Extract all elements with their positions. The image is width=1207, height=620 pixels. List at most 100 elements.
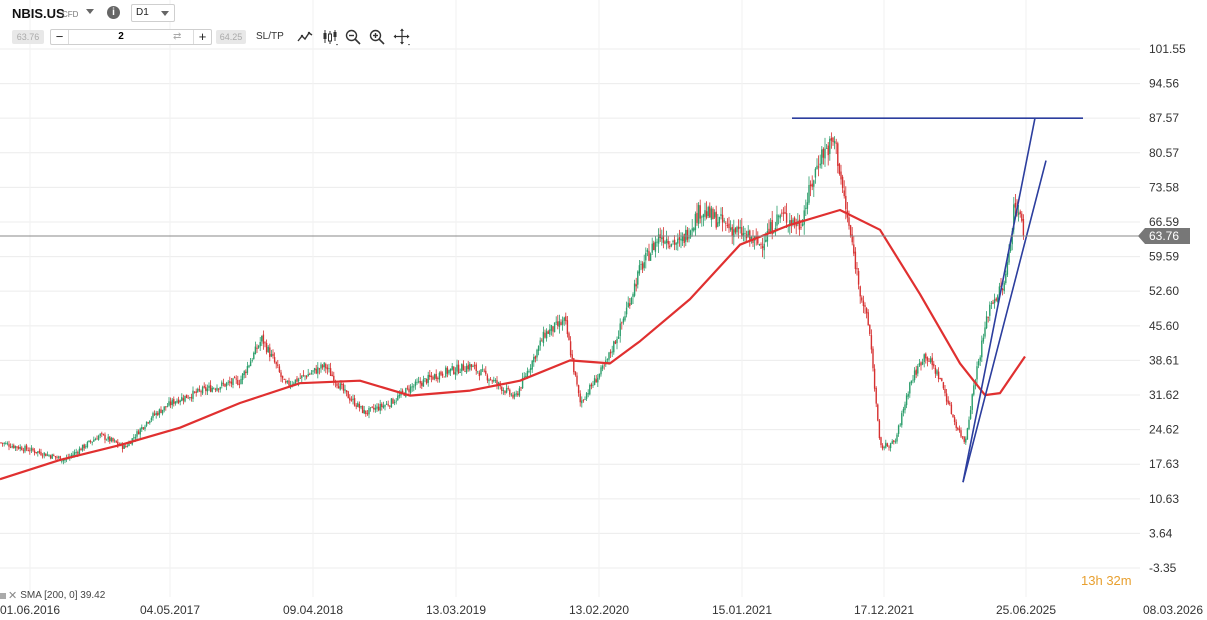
candle-body: [232, 378, 234, 385]
crosshair-icon[interactable]: [393, 28, 411, 46]
sl-tp-button[interactable]: SL/TP: [256, 31, 284, 42]
candlestick-icon[interactable]: [321, 28, 339, 46]
candle-body: [952, 414, 954, 418]
candle-body: [245, 371, 247, 374]
ask-price-box[interactable]: 64.25: [216, 30, 246, 44]
timeframe-select[interactable]: D1: [131, 4, 175, 22]
candle-body: [361, 405, 364, 413]
zoom-out-icon[interactable]: [344, 28, 362, 46]
candle-body: [653, 242, 655, 251]
drawings-layer[interactable]: [792, 117, 1083, 483]
candle-body: [913, 370, 916, 381]
candle-body: [406, 387, 409, 389]
candle-body: [784, 211, 786, 214]
candle-body: [619, 323, 621, 337]
candle-body: [707, 207, 709, 217]
candle-body: [941, 378, 943, 382]
candle-body: [81, 444, 84, 451]
candle-body: [176, 400, 178, 403]
candle-body: [112, 437, 114, 442]
candle-body: [181, 397, 183, 401]
symbol-dropdown-icon[interactable]: [86, 9, 94, 14]
candle-body: [248, 365, 250, 368]
sma-legend[interactable]: ✕ SMA [200, 0] 39.42: [0, 589, 105, 602]
candle-body: [699, 205, 701, 219]
candle-body: [451, 366, 453, 370]
current-price-tag: [1138, 227, 1190, 244]
timeframe-value: D1: [136, 7, 149, 18]
timer-hours-unit: h: [1095, 573, 1103, 588]
candle-body: [577, 385, 580, 394]
candle-body: [801, 224, 804, 226]
candle-body: [309, 373, 311, 375]
price-tick-label: -3.35: [1149, 561, 1177, 575]
candle-body: [867, 312, 869, 326]
candle-body: [483, 370, 485, 372]
candle-body: [454, 372, 457, 375]
candle-body: [635, 284, 637, 287]
candle-body: [672, 241, 674, 242]
candle-body: [217, 388, 220, 390]
candle-body: [654, 241, 657, 252]
candle-body: [353, 398, 356, 406]
price-tick-label: 3.64: [1149, 526, 1173, 540]
candle-body: [614, 341, 617, 344]
candle-body: [747, 230, 749, 237]
candle-body: [942, 382, 945, 389]
candle-body: [366, 413, 369, 415]
info-icon[interactable]: i: [107, 6, 120, 19]
candle-body: [5, 443, 7, 444]
candle-body: [73, 452, 76, 455]
candle-body: [965, 438, 967, 443]
candle-body: [163, 406, 165, 411]
candle-body: [928, 361, 930, 362]
price-tick-label: 94.56: [1149, 77, 1179, 91]
candle-body: [80, 448, 82, 451]
candle-body: [1008, 251, 1010, 263]
candle-body: [798, 219, 801, 230]
candle-body: [587, 393, 589, 395]
candle-body: [849, 225, 852, 237]
candle-body: [422, 379, 425, 387]
candle-body: [288, 380, 290, 386]
symbol-name[interactable]: NBIS.US: [12, 6, 65, 21]
decrease-button[interactable]: −: [51, 30, 69, 44]
close-icon[interactable]: ✕: [8, 590, 18, 602]
candle-body: [541, 340, 543, 342]
swap-icon[interactable]: ⇄: [173, 31, 182, 42]
bid-price-box[interactable]: 63.76: [12, 30, 44, 44]
candle-body: [776, 214, 778, 226]
candle-body: [529, 368, 532, 370]
candle-body: [947, 400, 949, 404]
candle-body: [481, 369, 484, 371]
price-tick-label: 10.63: [1149, 492, 1179, 506]
candle-body: [744, 233, 746, 235]
candle-body: [782, 212, 785, 214]
candle-body: [24, 446, 26, 452]
increase-button[interactable]: +: [193, 30, 211, 44]
date-tick-label: 25.06.2025: [996, 603, 1056, 617]
candle-body: [355, 405, 357, 407]
candle-body: [225, 382, 228, 387]
candle-body: [1005, 273, 1007, 283]
line-chart-icon[interactable]: [296, 28, 314, 46]
candle-body: [833, 140, 836, 144]
candle-body: [342, 384, 345, 391]
candle-body: [827, 145, 829, 156]
candle-body: [350, 399, 353, 401]
candle-body: [544, 332, 546, 338]
candle-body: [275, 361, 277, 365]
quantity-stepper[interactable]: − ⇄ +: [50, 29, 212, 45]
candle-body: [409, 386, 412, 394]
quantity-input[interactable]: [71, 30, 171, 44]
candle-body: [433, 374, 436, 379]
candle-body: [958, 428, 961, 431]
candle-body: [489, 379, 492, 380]
candle-body: [241, 373, 244, 380]
zoom-in-icon[interactable]: [368, 28, 386, 46]
candle-body: [240, 379, 242, 385]
candle-body: [630, 297, 633, 305]
candle-body: [595, 379, 597, 383]
candle-body: [582, 399, 585, 401]
